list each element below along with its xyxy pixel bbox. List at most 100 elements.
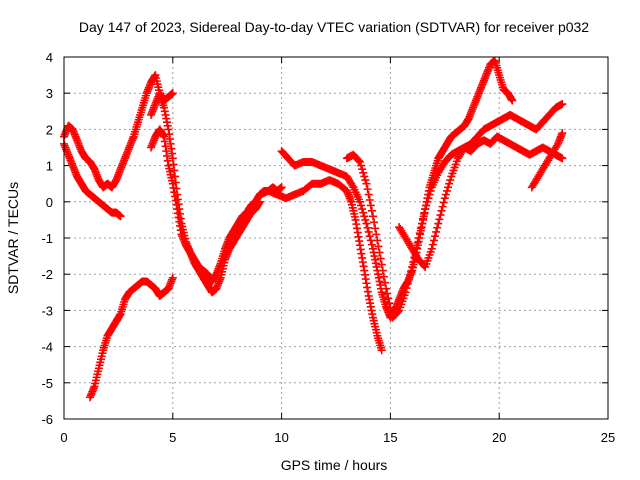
data-point-interp	[415, 229, 424, 238]
data-point	[116, 212, 125, 221]
x-tick-label: 0	[60, 430, 67, 445]
data-point-interp	[365, 195, 374, 204]
data-point	[355, 157, 364, 166]
data-point	[421, 205, 430, 214]
data-point-interp	[439, 198, 448, 207]
data-point-interp	[363, 223, 372, 232]
data-point-interp	[361, 215, 370, 224]
data-point-interp	[424, 194, 433, 203]
y-tick-label: 4	[46, 50, 53, 65]
data-point-interp	[372, 230, 381, 239]
axis-tick-labels: 0 5 10 15 20 25 -6 -5 -4 -3 -2 -1 0 1 2 3 4	[41, 50, 615, 445]
x-tick-label: 15	[383, 430, 397, 445]
grid-lines	[64, 57, 608, 419]
data-point-interp	[413, 238, 422, 247]
data-point-interp	[416, 224, 425, 233]
data-point	[401, 288, 410, 297]
data-point	[168, 89, 177, 98]
data-point-interp	[417, 219, 426, 228]
data-point	[508, 96, 517, 105]
data-point-interp	[383, 289, 392, 298]
data-point-interp	[386, 303, 395, 312]
data-point-interp	[437, 206, 446, 215]
data-point	[368, 212, 377, 221]
series-track-h	[342, 132, 567, 322]
x-tick-label: 10	[274, 430, 288, 445]
data-point	[382, 284, 391, 293]
data-point	[168, 273, 177, 282]
data-point-interp	[426, 186, 435, 195]
data-point	[362, 179, 371, 188]
data-point-interp	[429, 236, 438, 245]
data-point	[434, 219, 443, 228]
series-track-f	[255, 176, 386, 355]
data-point-interp	[407, 267, 416, 276]
data-point-interp	[358, 165, 367, 174]
series-track-b	[60, 139, 125, 221]
data-point-interp	[354, 156, 363, 165]
data-point-interp	[371, 224, 380, 233]
series-track-c	[86, 273, 177, 402]
data-point	[558, 129, 567, 138]
y-tick-label: 2	[46, 122, 53, 137]
data-point-interp	[446, 176, 455, 185]
data-point-interp	[435, 215, 444, 224]
data-point	[362, 219, 371, 228]
data-point-interp	[428, 240, 437, 249]
data-point-interp	[360, 212, 369, 221]
data-point-interp	[384, 294, 393, 303]
data-point-interp	[370, 218, 379, 227]
data-point-interp	[385, 299, 394, 308]
y-tick-label: -5	[41, 376, 53, 391]
data-point-interp	[363, 185, 372, 194]
chart-title: Day 147 of 2023, Sidereal Day-to-day VTE…	[79, 19, 589, 35]
x-axis-title: GPS time / hours	[281, 457, 388, 473]
plot-frame	[63, 56, 609, 420]
y-tick-label: 1	[46, 159, 53, 174]
x-tick-label: 5	[169, 430, 176, 445]
data-point-interp	[444, 183, 453, 192]
data-point	[377, 346, 386, 355]
data-point-interp	[380, 278, 389, 287]
data-point-interp	[442, 186, 451, 195]
data-point-interp	[423, 197, 432, 206]
data-point-interp	[361, 176, 370, 185]
data-point-interp	[403, 279, 412, 288]
data-point-interp	[432, 227, 441, 236]
series-track-e	[147, 89, 264, 297]
data-point	[408, 262, 417, 271]
y-tick-label: -6	[41, 412, 53, 427]
data-point-interp	[379, 272, 388, 281]
x-tick-label: 25	[601, 430, 615, 445]
data-point-interp	[359, 208, 368, 217]
y-tick-label: 3	[46, 86, 53, 101]
data-point-interp	[367, 206, 376, 215]
data-point-interp	[445, 179, 454, 188]
data-point-interp	[359, 168, 368, 177]
series-track-i	[395, 100, 567, 271]
data-point-interp	[552, 141, 561, 150]
data-point-interp	[436, 211, 445, 220]
data-point-interp	[402, 284, 411, 293]
data-point	[427, 244, 436, 253]
data-point-interp	[357, 161, 366, 170]
y-tick-label: 0	[46, 195, 53, 210]
data-point-interp	[419, 214, 428, 223]
data-point-interp	[365, 232, 374, 241]
data-point-interp	[374, 242, 383, 251]
data-point-interp	[367, 240, 376, 249]
data-point	[558, 100, 567, 109]
y-tick-label: -2	[41, 267, 53, 282]
data-point-interp	[404, 275, 413, 284]
series-track-j	[527, 129, 567, 192]
data-points	[60, 56, 567, 402]
y-axis-title: SDTVAR / TECUs	[5, 182, 21, 294]
data-point	[558, 154, 567, 163]
data-point-interp	[441, 190, 450, 199]
data-point	[414, 234, 423, 242]
data-point-interp	[348, 181, 357, 190]
data-point	[375, 248, 384, 257]
data-point-interp	[438, 202, 447, 211]
